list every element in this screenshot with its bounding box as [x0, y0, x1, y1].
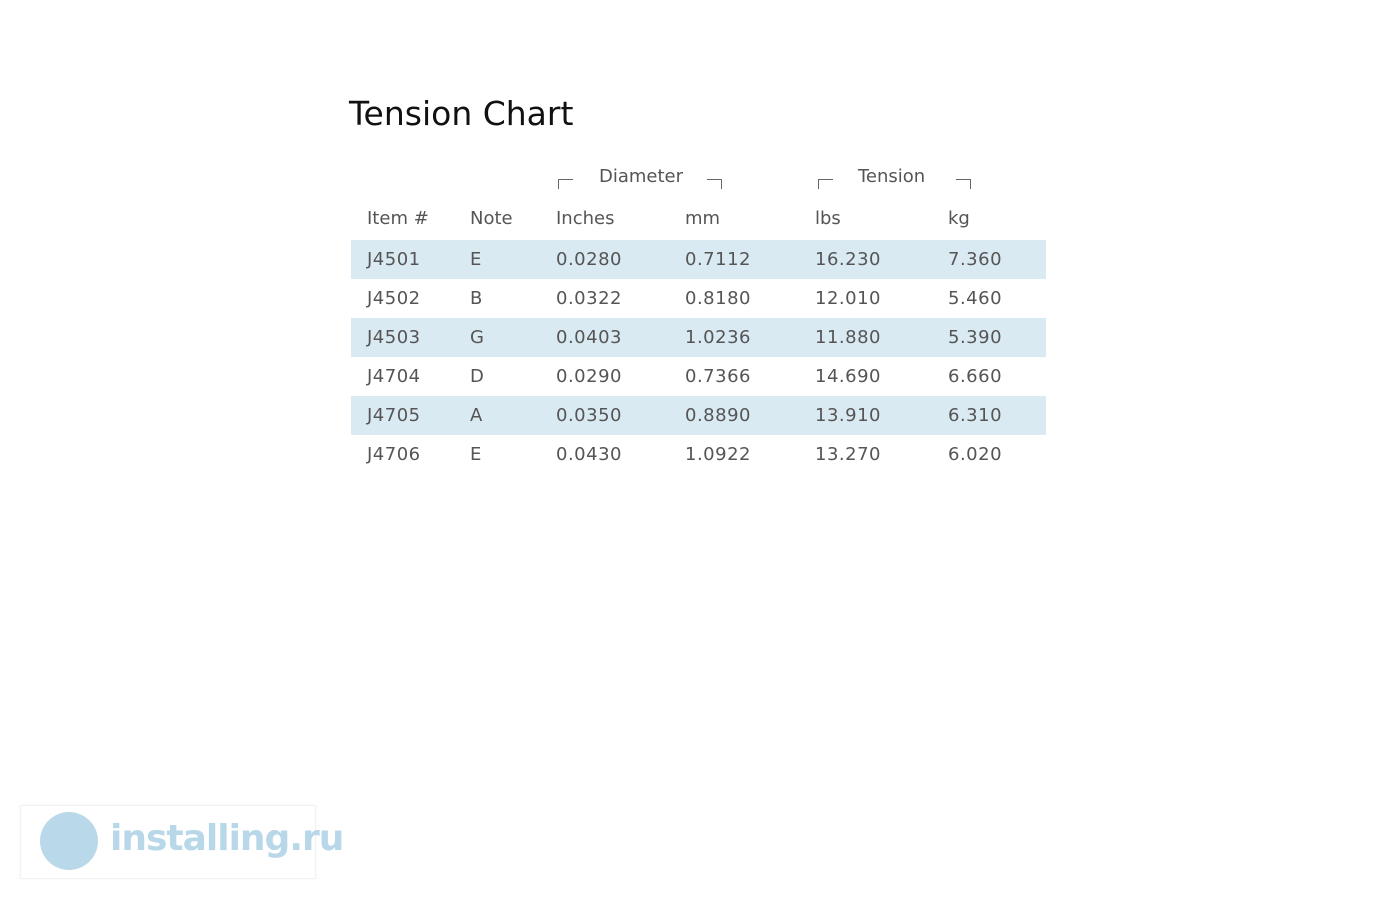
table-cell: J4705: [367, 405, 421, 426]
group-header: Tension: [858, 166, 926, 187]
table-cell: 1.0922: [685, 444, 751, 465]
table-cell: 0.0290: [556, 366, 622, 387]
group-header: Diameter: [599, 166, 684, 187]
column-header: Item #: [367, 208, 429, 229]
table-cell: 7.360: [948, 249, 1003, 270]
table-cell: 13.910: [815, 405, 881, 426]
table-cell: 13.270: [815, 444, 881, 465]
table-row: J4705 A 0.0350 0.8890 13.910 6.310: [351, 396, 1046, 435]
table-cell: 0.0280: [556, 249, 622, 270]
table-cell: 11.880: [815, 327, 881, 348]
table-cell: D: [470, 366, 485, 387]
table-cell: J4706: [367, 444, 421, 465]
column-header: kg: [948, 208, 970, 229]
table-cell: G: [470, 327, 485, 348]
table-row: J4704 D 0.0290 0.7366 14.690 6.660: [351, 357, 1046, 396]
column-header: Inches: [556, 208, 615, 229]
watermark: installing.ru: [20, 805, 344, 879]
table-cell: J4503: [367, 327, 421, 348]
table-cell: 0.0430: [556, 444, 622, 465]
table-cell: E: [470, 444, 482, 465]
table-cell: 1.0236: [685, 327, 751, 348]
bracket: [707, 179, 722, 189]
table-cell: 5.390: [948, 327, 1003, 348]
table-cell: 0.7366: [685, 366, 751, 387]
bracket: [558, 179, 573, 189]
table-cell: 0.8180: [685, 288, 751, 309]
table-cell: A: [470, 405, 483, 426]
table-cell: 6.660: [948, 366, 1003, 387]
table-row: J4501 E 0.0280 0.7112 16.230 7.360: [351, 240, 1046, 279]
table-cell: 0.0350: [556, 405, 622, 426]
table-cell: 0.0322: [556, 288, 622, 309]
table-cell: 6.310: [948, 405, 1003, 426]
table-cell: J4501: [367, 249, 421, 270]
table-cell: B: [470, 288, 483, 309]
table-cell: 16.230: [815, 249, 881, 270]
table-row: J4706 E 0.0430 1.0922 13.270 6.020: [351, 435, 1046, 474]
table-cell: 14.690: [815, 366, 881, 387]
bracket: [818, 179, 833, 189]
column-header: mm: [685, 208, 721, 229]
watermark-text: installing.ru: [110, 818, 344, 859]
table-cell: J4502: [367, 288, 421, 309]
watermark-icon: [40, 812, 98, 870]
bracket: [956, 179, 971, 189]
table-cell: 0.0403: [556, 327, 622, 348]
table-cell: 6.020: [948, 444, 1003, 465]
table-row: J4502 B 0.0322 0.8180 12.010 5.460: [351, 279, 1046, 318]
table-cell: E: [470, 249, 482, 270]
table-row: J4503 G 0.0403 1.0236 11.880 5.390: [351, 318, 1046, 357]
table-cell: 0.7112: [685, 249, 751, 270]
table-cell: 5.460: [948, 288, 1003, 309]
title: Tension Chart: [349, 94, 574, 133]
table-cell: J4704: [367, 366, 421, 387]
column-header: lbs: [815, 208, 841, 229]
column-header: Note: [470, 208, 513, 229]
table-cell: 12.010: [815, 288, 881, 309]
table-cell: 0.8890: [685, 405, 751, 426]
